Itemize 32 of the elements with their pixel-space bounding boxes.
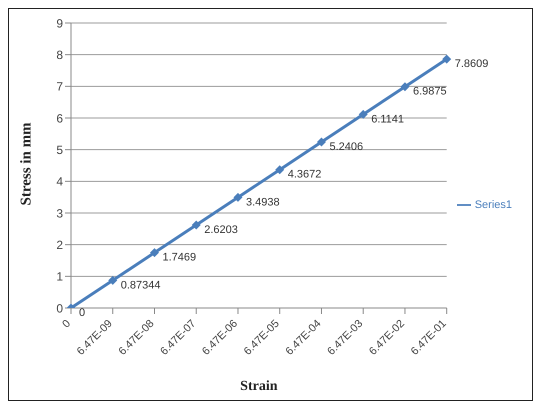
y-axis-title: Stress in mm xyxy=(18,122,34,206)
x-axis-title: Strain xyxy=(240,379,278,394)
y-tick-label: 8 xyxy=(56,48,64,62)
y-tick-label: 7 xyxy=(56,80,64,94)
point xyxy=(442,54,452,64)
point xyxy=(233,192,242,202)
data-label: 6.1141 xyxy=(371,113,404,126)
data-label: 4.3672 xyxy=(288,168,322,181)
data-label: 5.2406 xyxy=(329,141,364,154)
y-tick-label: 6 xyxy=(56,111,64,126)
data-label: 3.4938 xyxy=(246,196,280,208)
data-label: 0 xyxy=(79,307,86,319)
legend-label: Series1 xyxy=(474,198,512,210)
point xyxy=(150,248,159,258)
y-tick-label: 4 xyxy=(56,174,64,189)
point xyxy=(108,276,118,285)
y-tick-label: 9 xyxy=(56,16,64,30)
data-label: 2.6203 xyxy=(204,224,238,236)
data-label: 7.8609 xyxy=(454,58,488,70)
point xyxy=(400,82,410,92)
y-tick-label: 1 xyxy=(56,270,64,284)
data-label: 0.87344 xyxy=(120,279,161,292)
data-label: 6.9875 xyxy=(412,86,447,98)
point xyxy=(316,138,326,147)
data-label: 1.7469 xyxy=(162,252,196,264)
y-tick-label: 5 xyxy=(56,142,64,157)
y-tick-label: 2 xyxy=(56,238,64,252)
point xyxy=(358,110,368,119)
point xyxy=(275,165,284,174)
point xyxy=(192,220,201,230)
y-tick-label: 0 xyxy=(56,301,64,316)
y-tick-label: 3 xyxy=(56,206,64,220)
